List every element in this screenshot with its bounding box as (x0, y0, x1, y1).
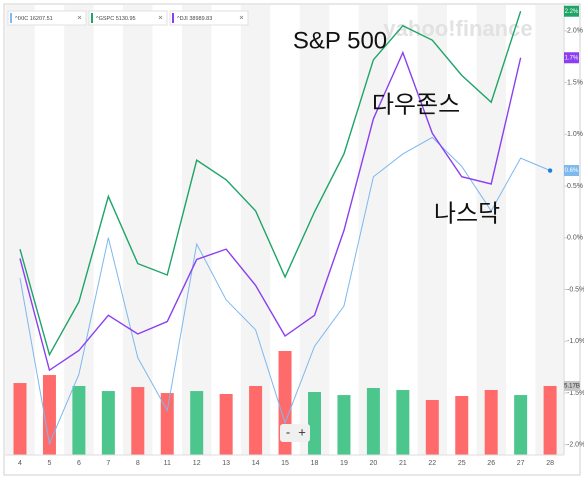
value-badge-label: 0.6% (565, 168, 579, 174)
x-tick-label: 18 (311, 460, 319, 467)
volume-bar (455, 395, 469, 455)
y-tick-label: 0.5% (567, 183, 583, 190)
column-stripe (417, 5, 448, 455)
series-line (19, 50, 522, 372)
y-tick-label: 1.5% (567, 79, 583, 86)
y-tick-label: 0.0% (567, 235, 583, 242)
legend-swatch (91, 13, 93, 23)
column-stripe (476, 5, 506, 455)
x-tick-label: 14 (252, 460, 260, 467)
legend-close[interactable] (239, 15, 244, 20)
y-tick-label: -1.0% (567, 338, 584, 345)
legend-label: ^GSPC 5130.95 (96, 16, 136, 22)
volume-bar (514, 395, 528, 455)
x-tick-label: 13 (222, 460, 230, 467)
x-tick-label: 25 (458, 460, 466, 467)
volume-bar (308, 391, 321, 455)
x-tick-label: 26 (487, 460, 495, 467)
legend-swatch (172, 13, 174, 23)
volume-bar (72, 385, 86, 455)
zoom-out[interactable]: - (286, 424, 290, 439)
y-tick-label: -2.0% (567, 441, 584, 448)
y-tick-label: 1.0% (567, 131, 583, 138)
series-line (19, 136, 551, 446)
x-tick-label: 20 (370, 460, 378, 467)
volume-badge (564, 380, 580, 391)
column-stripe (64, 5, 94, 455)
column-stripe (181, 5, 212, 455)
volume-bar (101, 391, 115, 455)
column-stripe (299, 5, 330, 455)
x-tick-label: 15 (281, 460, 289, 467)
x-tick-label: 21 (399, 460, 407, 467)
x-tick-label: 28 (546, 460, 554, 467)
legend-item[interactable] (7, 10, 87, 26)
legend-swatch (10, 13, 12, 23)
annotation: 다우존스 (372, 91, 460, 118)
volume-bar (219, 393, 233, 455)
volume-bar (366, 387, 380, 455)
volume-bar (425, 399, 439, 455)
volume-bar (543, 385, 557, 455)
column-stripe (5, 5, 35, 455)
series-line (19, 10, 522, 357)
zoom-in[interactable]: + (298, 424, 306, 439)
value-badge (564, 5, 579, 17)
y-tick-label: -0.5% (567, 286, 584, 293)
volume-bar (249, 385, 263, 455)
volume-bar (160, 393, 174, 455)
legend-close[interactable] (158, 15, 163, 20)
column-stripe (123, 5, 153, 455)
x-tick-label: 7 (106, 460, 110, 467)
annotation: 나스닥 (434, 200, 500, 227)
x-tick-label: 11 (164, 460, 171, 467)
x-tick-label: 8 (136, 460, 140, 467)
legend-label: ^DJI 38989.83 (177, 16, 212, 22)
end-dot (547, 168, 553, 173)
annotation: S&P 500 (293, 27, 387, 54)
legend-item[interactable] (169, 10, 249, 26)
volume-bar (13, 383, 27, 455)
volume-bar (337, 395, 351, 455)
volume-bar (131, 387, 145, 455)
watermark: yahoo!finance (383, 16, 532, 41)
x-tick-label: 12 (193, 460, 201, 467)
value-badge (564, 52, 579, 64)
legend-item[interactable] (88, 10, 168, 26)
legend-close[interactable] (77, 15, 82, 20)
y-tick-label: -1.5% (567, 390, 584, 397)
x-tick-label: 4 (18, 460, 22, 467)
x-tick-label: 5 (47, 460, 51, 467)
column-stripe (535, 5, 565, 455)
x-tick-label: 27 (517, 460, 525, 467)
column-stripe (358, 5, 389, 455)
x-tick-label: 22 (428, 460, 436, 467)
volume-bar (484, 389, 498, 455)
legend-label: ^IXIC 16207.51 (15, 16, 53, 22)
volume-bar (396, 389, 410, 455)
value-badge-label: 2.2% (565, 9, 579, 15)
column-stripe (240, 5, 271, 455)
volume-badge-label: 5.17B (564, 384, 580, 390)
volume-bar (190, 391, 204, 455)
value-badge (564, 165, 579, 177)
x-tick-label: 6 (77, 460, 81, 467)
x-tick-label: 19 (340, 460, 348, 467)
zoom-control[interactable] (280, 424, 310, 442)
y-tick-label: 2.0% (567, 28, 583, 35)
value-badge-label: 1.7% (565, 55, 579, 61)
